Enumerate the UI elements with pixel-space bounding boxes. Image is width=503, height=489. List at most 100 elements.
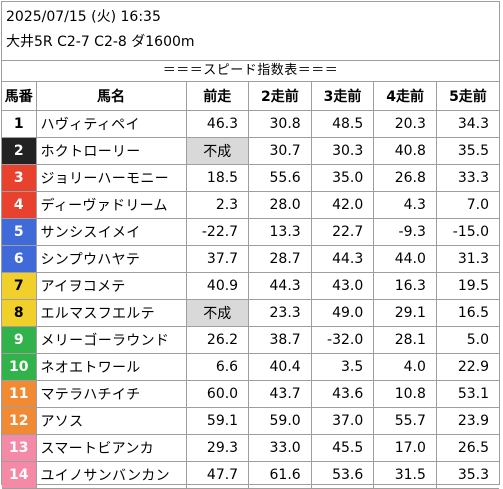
horse-number-badge: 1	[2, 109, 37, 138]
speed-index-4-races-ago: 20.3	[373, 109, 437, 138]
speed-index-4-races-ago: 31.5	[373, 460, 437, 489]
horse-name: ハヴィティペイ	[35, 109, 187, 138]
speed-index-4-races-ago: 40.8	[373, 136, 437, 165]
speed-index-4-races-ago: 17.0	[373, 433, 437, 462]
speed-index-5-races-ago: 33.3	[435, 163, 499, 192]
horse-name: アイヲコメテ	[35, 271, 187, 300]
speed-index-1-races-ago: 60.0	[185, 379, 250, 408]
speed-index-4-races-ago: 55.7	[373, 406, 437, 435]
horse-name: シンプウハヤテ	[35, 244, 187, 273]
horse-name: ホクトローリー	[35, 136, 187, 165]
horse-number-badge: 2	[2, 136, 37, 165]
speed-index-3-races-ago: 43.0	[310, 271, 375, 300]
speed-index-1-races-ago: 18.5	[185, 163, 250, 192]
table-title: ＝＝＝スピード指数表＝＝＝	[2, 60, 499, 82]
table-row: 3 ジョリーハーモニー 18.5 55.6 35.0 26.8 33.3	[2, 163, 499, 192]
speed-index-3-races-ago: 44.3	[310, 244, 375, 273]
speed-index-2-races-ago: 40.4	[248, 352, 312, 381]
speed-index-4-races-ago: 29.1	[373, 298, 437, 327]
horse-name: サンシスイメイ	[35, 217, 187, 246]
horse-name: メリーゴーラウンド	[35, 325, 187, 354]
speed-index-3-races-ago: 45.5	[310, 433, 375, 462]
speed-index-4-races-ago: 10.8	[373, 379, 437, 408]
horse-number-badge: 13	[2, 433, 37, 462]
speed-index-3-races-ago: 42.0	[310, 190, 375, 219]
speed-index-5-races-ago: 35.3	[435, 460, 499, 489]
horse-number-badge: 9	[2, 325, 37, 354]
table-row: 7 アイヲコメテ 40.9 44.3 43.0 16.3 19.5	[2, 271, 499, 300]
speed-index-1-races-ago: 37.7	[185, 244, 250, 273]
table-row: 9 メリーゴーラウンド 26.2 38.7 -32.0 28.1 5.0	[2, 325, 499, 354]
speed-index-4-races-ago: 44.0	[373, 244, 437, 273]
col-header-last-race: 前走	[185, 82, 250, 111]
speed-index-2-races-ago: 30.8	[248, 109, 312, 138]
speed-index-1-races-ago: 26.2	[185, 325, 250, 354]
table-row: 13 スマートビアンカ 29.3 33.0 45.5 17.0 26.5	[2, 433, 499, 462]
table-body: 1 ハヴィティペイ 46.3 30.8 48.5 20.3 34.3 2 ホクトローリー 不成 30…	[2, 109, 499, 489]
speed-index-2-races-ago: 44.3	[248, 271, 312, 300]
speed-index-1-races-ago: 47.7	[185, 460, 250, 489]
speed-index-5-races-ago: 7.0	[435, 190, 499, 219]
speed-index-2-races-ago: 43.7	[248, 379, 312, 408]
speed-index-5-races-ago: 35.5	[435, 136, 499, 165]
horse-number-badge: 7	[2, 271, 37, 300]
table-row: 6 シンプウハヤテ 37.7 28.7 44.3 44.0 31.3	[2, 244, 499, 273]
speed-index-1-races-ago: 2.3	[185, 190, 250, 219]
speed-index-2-races-ago: 28.7	[248, 244, 312, 273]
horse-number-badge: 8	[2, 298, 37, 327]
horse-name: マテラハチイチ	[35, 379, 187, 408]
speed-index-3-races-ago: 30.3	[310, 136, 375, 165]
speed-index-5-races-ago: 16.5	[435, 298, 499, 327]
table-row: 4 ディーヴァドリーム 2.3 28.0 42.0 4.3 7.0	[2, 190, 499, 219]
speed-index-4-races-ago: 16.3	[373, 271, 437, 300]
table-header-row: 馬番 馬名 前走 2走前 3走前 4走前 5走前	[2, 82, 499, 111]
speed-index-2-races-ago: 59.0	[248, 406, 312, 435]
horse-name: ジョリーハーモニー	[35, 163, 187, 192]
speed-index-3-races-ago: -32.0	[310, 325, 375, 354]
horse-name: スマートビアンカ	[35, 433, 187, 462]
speed-index-4-races-ago: 26.8	[373, 163, 437, 192]
speed-index-2-races-ago: 61.6	[248, 460, 312, 489]
horse-number-badge: 11	[2, 379, 37, 408]
speed-index-1-races-ago: 40.9	[185, 271, 250, 300]
speed-index-table: 馬番 馬名 前走 2走前 3走前 4走前 5走前 1 ハヴィティペイ 46.3 30.…	[2, 82, 499, 489]
speed-index-3-races-ago: 22.7	[310, 217, 375, 246]
speed-index-2-races-ago: 28.0	[248, 190, 312, 219]
table-row: 14 ユイノサンバンカン 47.7 61.6 53.6 31.5 35.3	[2, 460, 499, 489]
speed-index-3-races-ago: 53.6	[310, 460, 375, 489]
speed-index-3-races-ago: 43.6	[310, 379, 375, 408]
col-header-2-races-ago: 2走前	[248, 82, 312, 111]
race-info: 大井5R C2-7 C2-8 ダ1600m	[6, 34, 195, 50]
race-datetime: 2025/07/15 (火) 16:35	[6, 9, 161, 25]
col-header-5-races-ago: 5走前	[435, 82, 499, 111]
speed-index-1-races-ago: 6.6	[185, 352, 250, 381]
speed-index-5-races-ago: 23.9	[435, 406, 499, 435]
speed-index-5-races-ago: 19.5	[435, 271, 499, 300]
speed-index-1-races-ago: 59.1	[185, 406, 250, 435]
horse-number-badge: 10	[2, 352, 37, 381]
horse-name: ディーヴァドリーム	[35, 190, 187, 219]
horse-number-badge: 6	[2, 244, 37, 273]
table-row: 12 アソス 59.1 59.0 37.0 55.7 23.9	[2, 406, 499, 435]
table-row: 2 ホクトローリー 不成 30.7 30.3 40.8 35.5	[2, 136, 499, 165]
horse-name: アソス	[35, 406, 187, 435]
speed-index-5-races-ago: 34.3	[435, 109, 499, 138]
speed-index-1-races-ago: 29.3	[185, 433, 250, 462]
speed-index-5-races-ago: 26.5	[435, 433, 499, 462]
speed-index-4-races-ago: -9.3	[373, 217, 437, 246]
speed-index-3-races-ago: 49.0	[310, 298, 375, 327]
speed-index-3-races-ago: 48.5	[310, 109, 375, 138]
speed-index-1-races-ago: -22.7	[185, 217, 250, 246]
speed-index-2-races-ago: 33.0	[248, 433, 312, 462]
horse-number-badge: 4	[2, 190, 37, 219]
col-header-3-races-ago: 3走前	[310, 82, 375, 111]
speed-index-3-races-ago: 37.0	[310, 406, 375, 435]
speed-index-4-races-ago: 4.0	[373, 352, 437, 381]
speed-index-2-races-ago: 23.3	[248, 298, 312, 327]
horse-name: ユイノサンバンカン	[35, 460, 187, 489]
horse-number-badge: 12	[2, 406, 37, 435]
table-row: 8 エルマスフエルテ 不成 23.3 49.0 29.1 16.5	[2, 298, 499, 327]
horse-number-badge: 5	[2, 217, 37, 246]
table-row: 1 ハヴィティペイ 46.3 30.8 48.5 20.3 34.3	[2, 109, 499, 138]
